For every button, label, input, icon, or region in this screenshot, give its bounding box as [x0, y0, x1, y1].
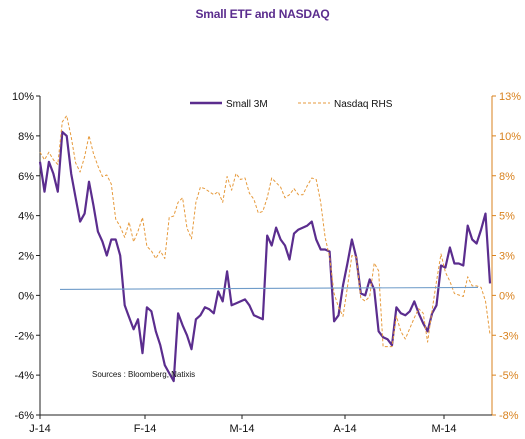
y-left-tick-label: 0%	[18, 290, 34, 302]
y-left-tick-label: 10%	[12, 91, 34, 103]
y-right-tick-label: 10%	[499, 131, 521, 143]
x-tick-label: M-14	[431, 423, 456, 435]
y-left-tick-label: -6%	[14, 410, 34, 422]
y-right-tick-label: 13%	[499, 91, 521, 103]
y-right-tick-label: -5%	[499, 370, 519, 382]
x-tick-label: J-14	[29, 423, 50, 435]
series-line-small	[38, 130, 492, 383]
x-tick-label: F-14	[134, 423, 157, 435]
y-left-tick-label: -4%	[14, 370, 34, 382]
legend-label: Small 3M	[226, 99, 268, 110]
y-right-tick-label: -8%	[499, 410, 519, 422]
y-right-tick-label: 8%	[499, 171, 515, 183]
y-left-tick-label: -2%	[14, 330, 34, 342]
sources-note: Sources : Bloomberg, Natixis	[92, 370, 195, 379]
chart-title: Small ETF and NASDAQ	[195, 7, 330, 21]
y-right-tick-label: 3%	[499, 251, 515, 263]
y-right-tick-label: 5%	[499, 211, 515, 223]
series-line-trend	[59, 286, 479, 290]
y-right-tick-label: -3%	[499, 330, 519, 342]
y-left-tick-label: 4%	[18, 211, 34, 223]
x-tick-label: M-14	[229, 423, 254, 435]
y-left-tick-label: 8%	[18, 131, 34, 143]
y-left-tick-label: 6%	[18, 171, 34, 183]
x-tick-label: A-14	[333, 423, 356, 435]
y-left-tick-label: 2%	[18, 251, 34, 263]
legend-label: Nasdaq RHS	[334, 99, 393, 110]
y-right-tick-label: 0%	[499, 290, 515, 302]
series-line-nasdaq	[39, 115, 491, 348]
